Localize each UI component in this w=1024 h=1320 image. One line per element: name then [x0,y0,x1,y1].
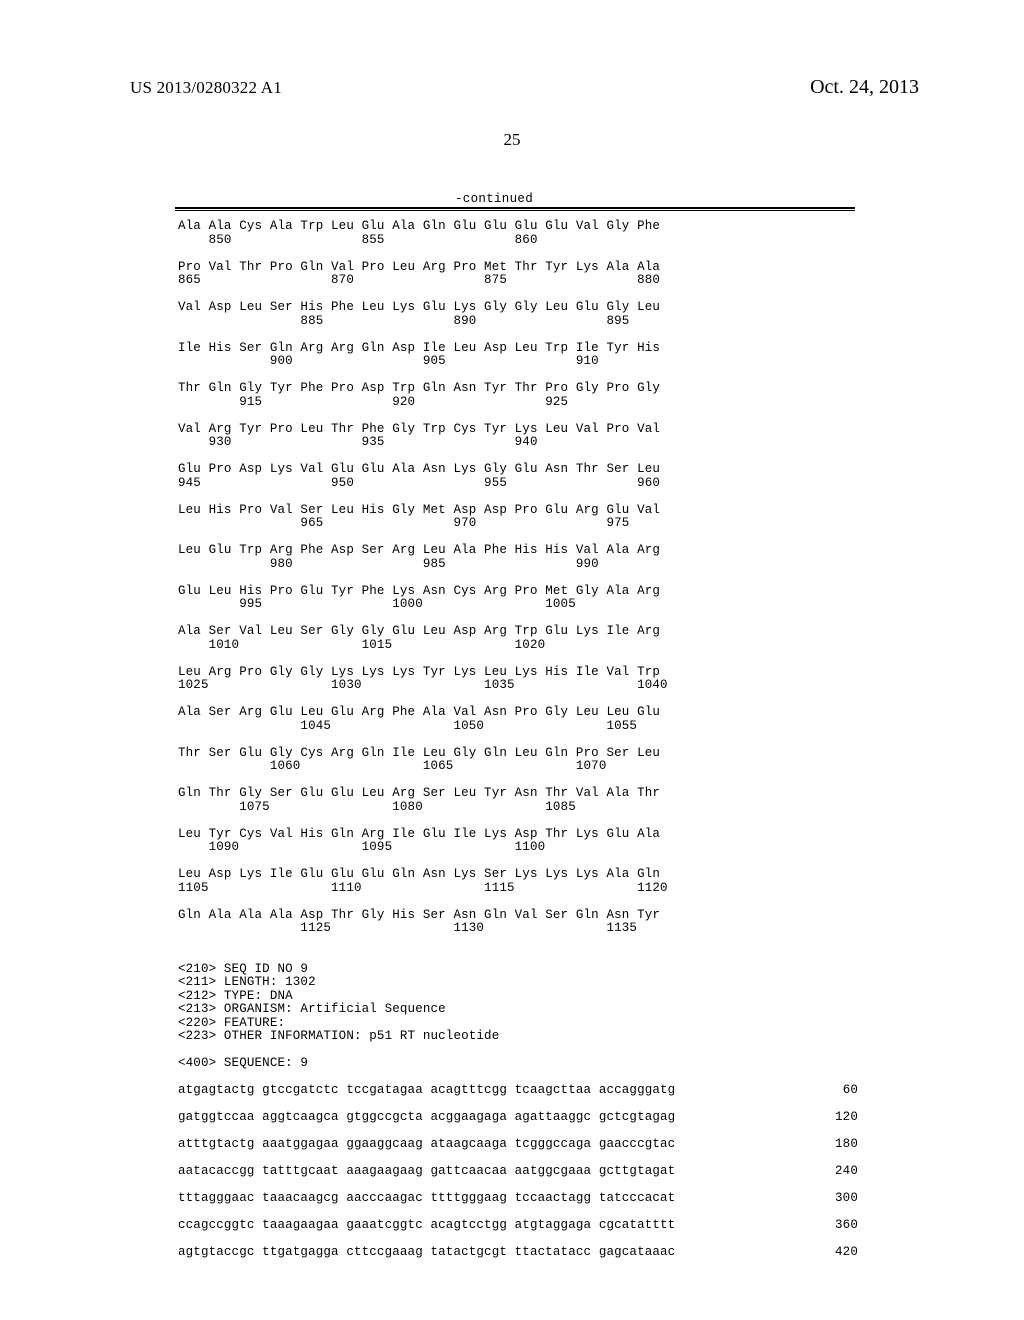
publication-number: US 2013/0280322 A1 [130,78,282,98]
amino-acid-row: Glu Pro Asp Lys Val Glu Glu Ala Asn Lys … [178,463,868,477]
blank-line [178,328,868,342]
blank-line [178,814,868,828]
nucleotide-row: gatggtccaa aggtcaagca gtggccgcta acggaag… [178,1111,868,1125]
position-row: 995 1000 1005 [178,598,868,612]
amino-acid-row: Ala Ser Val Leu Ser Gly Gly Glu Leu Asp … [178,625,868,639]
nucleotide-position: 420 [835,1246,868,1260]
blank-line [178,652,868,666]
nucleotide-sequence: atgagtactg gtccgatctc tccgatagaa acagttt… [178,1084,675,1098]
blank-line [178,1044,868,1058]
position-row: 1105 1110 1115 1120 [178,882,868,896]
position-row: 1045 1050 1055 [178,720,868,734]
seq-header-line: <220> FEATURE: [178,1017,868,1031]
blank-line [178,531,868,545]
amino-acid-row: Leu Arg Pro Gly Gly Lys Lys Lys Tyr Lys … [178,666,868,680]
blank-line [178,1179,868,1193]
amino-acid-row: Gln Ala Ala Ala Asp Thr Gly His Ser Asn … [178,909,868,923]
amino-acid-row: Val Arg Tyr Pro Leu Thr Phe Gly Trp Cys … [178,423,868,437]
amino-acid-row: Val Asp Leu Ser His Phe Leu Lys Glu Lys … [178,301,868,315]
amino-acid-row: Leu Tyr Cys Val His Gln Arg Ile Glu Ile … [178,828,868,842]
blank-line [178,1233,868,1247]
position-row: 980 985 990 [178,558,868,572]
nucleotide-sequence: gatggtccaa aggtcaagca gtggccgcta acggaag… [178,1111,675,1125]
nucleotide-position: 300 [835,1192,868,1206]
amino-acid-row: Thr Gln Gly Tyr Phe Pro Asp Trp Gln Asn … [178,382,868,396]
nucleotide-position: 180 [835,1138,868,1152]
nucleotide-row: ccagccggtc taaagaagaa gaaatcggtc acagtcc… [178,1219,868,1233]
horizontal-rule [175,207,855,211]
position-row: 1010 1015 1020 [178,639,868,653]
blank-line [178,1260,868,1274]
publication-date: Oct. 24, 2013 [810,76,919,99]
amino-acid-row: Ala Ser Arg Glu Leu Glu Arg Phe Ala Val … [178,706,868,720]
nucleotide-row: aatacaccgg tatttgcaat aaagaagaag gattcaa… [178,1165,868,1179]
blank-line [178,1071,868,1085]
amino-acid-row: Glu Leu His Pro Glu Tyr Phe Lys Asn Cys … [178,585,868,599]
blank-line [178,571,868,585]
amino-acid-row: Pro Val Thr Pro Gln Val Pro Leu Arg Pro … [178,261,868,275]
position-row: 850 855 860 [178,234,868,248]
seq-header-line: <211> LENGTH: 1302 [178,976,868,990]
amino-acid-row: Thr Ser Glu Gly Cys Arg Gln Ile Leu Gly … [178,747,868,761]
position-row: 965 970 975 [178,517,868,531]
blank-line [178,693,868,707]
nucleotide-position: 60 [843,1084,868,1098]
amino-acid-row: Leu Glu Trp Arg Phe Asp Ser Arg Leu Ala … [178,544,868,558]
position-row: 945 950 955 960 [178,477,868,491]
nucleotide-sequence: ccagccggtc taaagaagaa gaaatcggtc acagtcc… [178,1219,675,1233]
continued-label: -continued [455,192,533,206]
blank-line [178,1098,868,1112]
blank-line [178,288,868,302]
blank-line [178,409,868,423]
position-row: 865 870 875 880 [178,274,868,288]
amino-acid-row: Leu Asp Lys Ile Glu Glu Glu Gln Asn Lys … [178,868,868,882]
nucleotide-position: 240 [835,1165,868,1179]
position-row: 900 905 910 [178,355,868,369]
position-row: 1075 1080 1085 [178,801,868,815]
nucleotide-position: 360 [835,1219,868,1233]
blank-line [178,369,868,383]
amino-acid-row: Ala Ala Cys Ala Trp Leu Glu Ala Gln Glu … [178,220,868,234]
position-row: 1125 1130 1135 [178,922,868,936]
blank-line [178,936,868,950]
position-row: 1025 1030 1035 1040 [178,679,868,693]
blank-line [178,247,868,261]
blank-line [178,490,868,504]
amino-acid-row: Leu His Pro Val Ser Leu His Gly Met Asp … [178,504,868,518]
amino-acid-row: Gln Thr Gly Ser Glu Glu Leu Arg Ser Leu … [178,787,868,801]
blank-line [178,733,868,747]
blank-line [178,774,868,788]
blank-line [178,612,868,626]
position-row: 1090 1095 1100 [178,841,868,855]
nucleotide-position: 120 [835,1111,868,1125]
sequence-listing: Ala Ala Cys Ala Trp Leu Glu Ala Gln Glu … [178,220,868,1273]
seq-label: <400> SEQUENCE: 9 [178,1057,868,1071]
position-row: 915 920 925 [178,396,868,410]
blank-line [178,1206,868,1220]
nucleotide-row: agtgtaccgc ttgatgagga cttccgaaag tatactg… [178,1246,868,1260]
nucleotide-sequence: aatacaccgg tatttgcaat aaagaagaag gattcaa… [178,1165,675,1179]
position-row: 885 890 895 [178,315,868,329]
patent-page: US 2013/0280322 A1 Oct. 24, 2013 25 -con… [0,0,1024,1320]
blank-line [178,1152,868,1166]
blank-line [178,1125,868,1139]
amino-acid-row: Ile His Ser Gln Arg Arg Gln Asp Ile Leu … [178,342,868,356]
blank-line [178,855,868,869]
seq-header-line: <223> OTHER INFORMATION: p51 RT nucleoti… [178,1030,868,1044]
blank-line [178,949,868,963]
position-row: 930 935 940 [178,436,868,450]
nucleotide-sequence: atttgtactg aaatggagaa ggaaggcaag ataagca… [178,1138,675,1152]
nucleotide-row: atttgtactg aaatggagaa ggaaggcaag ataagca… [178,1138,868,1152]
blank-line [178,450,868,464]
nucleotide-row: atgagtactg gtccgatctc tccgatagaa acagttt… [178,1084,868,1098]
blank-line [178,895,868,909]
nucleotide-sequence: tttagggaac taaacaagcg aacccaagac ttttggg… [178,1192,675,1206]
nucleotide-sequence: agtgtaccgc ttgatgagga cttccgaaag tatactg… [178,1246,675,1260]
nucleotide-row: tttagggaac taaacaagcg aacccaagac ttttggg… [178,1192,868,1206]
seq-header-line: <210> SEQ ID NO 9 [178,963,868,977]
seq-header-line: <212> TYPE: DNA [178,990,868,1004]
seq-header-line: <213> ORGANISM: Artificial Sequence [178,1003,868,1017]
page-number: 25 [0,130,1024,150]
position-row: 1060 1065 1070 [178,760,868,774]
